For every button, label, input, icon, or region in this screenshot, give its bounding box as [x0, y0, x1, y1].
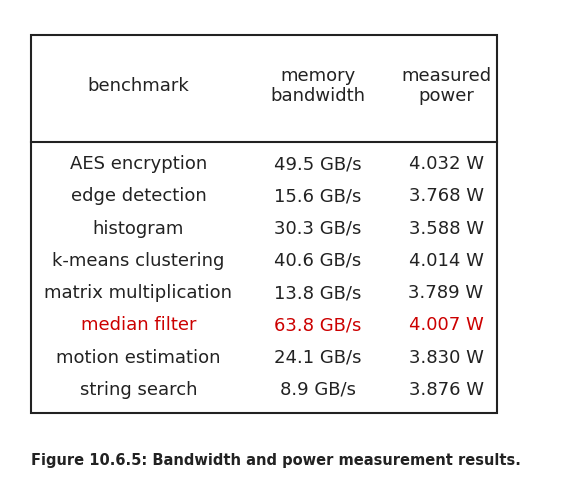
Text: 24.1 GB/s: 24.1 GB/s [274, 349, 361, 367]
Text: 4.032 W: 4.032 W [408, 155, 484, 173]
Text: 3.768 W: 3.768 W [408, 187, 484, 205]
Text: 63.8 GB/s: 63.8 GB/s [274, 316, 361, 334]
Text: memory
bandwidth: memory bandwidth [270, 67, 365, 105]
Text: 3.830 W: 3.830 W [408, 349, 484, 367]
Text: motion estimation: motion estimation [56, 349, 220, 367]
Text: matrix multiplication: matrix multiplication [45, 284, 233, 302]
Text: k-means clustering: k-means clustering [52, 252, 224, 270]
Text: 40.6 GB/s: 40.6 GB/s [274, 252, 361, 270]
Text: 3.588 W: 3.588 W [408, 220, 484, 238]
Text: string search: string search [79, 381, 197, 399]
Text: 4.014 W: 4.014 W [408, 252, 484, 270]
Text: 49.5 GB/s: 49.5 GB/s [274, 155, 362, 173]
Text: AES encryption: AES encryption [70, 155, 207, 173]
Text: 3.789 W: 3.789 W [408, 284, 484, 302]
Text: measured
power: measured power [401, 67, 491, 105]
Text: median filter: median filter [81, 316, 196, 334]
Text: 30.3 GB/s: 30.3 GB/s [274, 220, 361, 238]
Text: benchmark: benchmark [88, 77, 189, 95]
Text: edge detection: edge detection [71, 187, 206, 205]
Text: 3.876 W: 3.876 W [408, 381, 484, 399]
Text: 15.6 GB/s: 15.6 GB/s [274, 187, 361, 205]
Text: 8.9 GB/s: 8.9 GB/s [280, 381, 356, 399]
Text: 4.007 W: 4.007 W [409, 316, 483, 334]
Text: 13.8 GB/s: 13.8 GB/s [274, 284, 361, 302]
Text: Figure 10.6.5: Bandwidth and power measurement results.: Figure 10.6.5: Bandwidth and power measu… [31, 453, 521, 468]
Text: histogram: histogram [93, 220, 184, 238]
